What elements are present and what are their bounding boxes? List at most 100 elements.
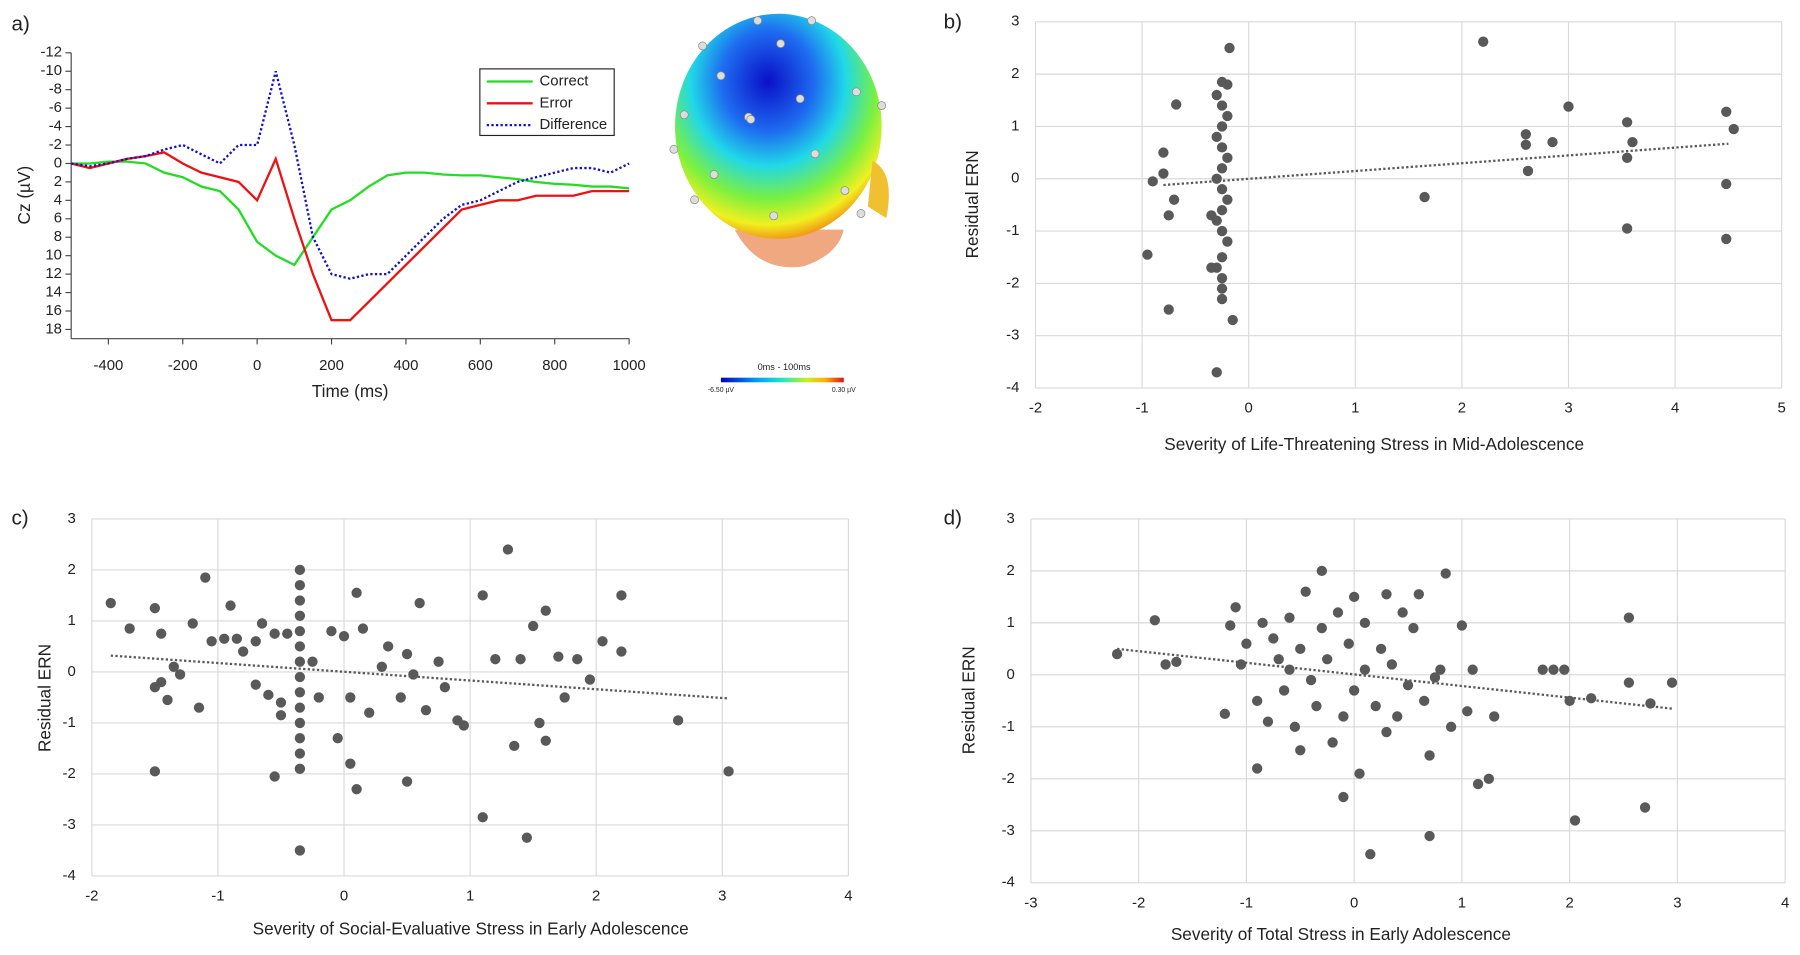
point [1252,763,1263,774]
point [1728,123,1739,135]
point [200,572,211,583]
point [156,628,167,639]
point [1413,589,1424,600]
series-line [71,160,630,267]
y-tick-label: 1 [1007,614,1015,631]
x-tick-label: 2 [1565,894,1573,911]
point [294,625,306,637]
point [1216,225,1228,237]
head-face [734,229,844,268]
point [1163,210,1174,221]
point [1354,768,1365,779]
point [1273,654,1284,665]
point [294,733,306,744]
point [723,766,734,777]
y-axis-title: Cz (µV) [14,166,34,225]
point [1216,283,1228,294]
y-tick-label: 12 [45,265,62,282]
x-axis-title: Severity of Life-Threatening Stress in M… [1164,434,1584,454]
series-line [71,71,630,280]
point [1563,101,1574,112]
point [1370,700,1381,712]
point [1392,711,1403,722]
y-tick-label: 0 [54,154,62,171]
point [1278,685,1290,696]
y-tick-label: 18 [45,320,62,337]
point [540,605,551,616]
y-tick-label: 0 [1011,170,1019,187]
point [1435,664,1446,675]
x-tick-label: 3 [1564,400,1572,417]
y-tick-label: -4 [49,118,62,135]
y-axis-title: Residual ERN [962,150,982,258]
point [1216,204,1228,216]
x-tick-label: 1 [1351,400,1359,417]
point [250,679,261,690]
point [1419,695,1430,707]
point [1489,711,1500,722]
x-tick-label: 3 [718,888,726,905]
point [1397,607,1408,618]
x-tick-label: -2 [1029,400,1042,417]
y-tick-label: 3 [1007,510,1015,527]
point [231,633,243,644]
legend-box [479,68,615,137]
point [326,625,337,637]
y-tick-label: -4 [1002,874,1015,891]
point [1216,100,1228,111]
panel: d) Severity of Total Stress in Early Adol… [944,506,1790,944]
point [1171,99,1182,110]
y-tick-label: -1 [1006,222,1019,239]
y-tick-label: 1 [1011,117,1019,134]
point [1222,194,1233,205]
head-map [669,13,889,268]
point [1216,252,1228,263]
point [1211,89,1222,101]
point [105,597,116,609]
x-tick-label: -400 [93,357,123,374]
x-axis-title: Severity of Total Stress in Early Adoles… [1171,924,1511,944]
point [1216,184,1228,195]
point [1547,136,1558,148]
trendline [110,654,729,700]
point [616,646,627,657]
point [401,776,413,787]
y-tick-label: -6 [49,99,62,116]
x-tick-label: 4 [1781,894,1789,911]
point [351,587,362,599]
point [1627,136,1638,148]
point [1160,659,1171,670]
point [225,600,236,611]
point [414,597,425,609]
y-tick-label: -2 [49,136,62,153]
point [1222,152,1233,163]
point [294,748,306,759]
point [1564,695,1575,707]
y-tick-label: -2 [1006,274,1019,291]
point [219,633,230,644]
point [1721,178,1732,190]
y-tick-label: -3 [1006,327,1019,344]
point [1216,272,1228,284]
colorbar-title: 0ms - 100ms [758,362,811,372]
point [1548,664,1559,675]
point [237,646,249,657]
x-tick-label: 400 [393,357,418,374]
legend-label: Error [540,94,573,111]
point [1559,664,1570,675]
point [1284,664,1295,675]
point [1262,716,1274,727]
point [521,832,533,843]
panel-label: a) [11,13,29,36]
point [1230,602,1241,613]
x-tick-label: 5 [1778,400,1786,417]
x-tick-label: 800 [542,357,567,374]
point [672,715,684,726]
point [1300,586,1311,597]
x-tick-label: 2 [1458,400,1466,417]
point [168,661,179,672]
point [477,812,488,823]
point [433,656,444,667]
point [559,692,570,703]
point [1537,664,1548,675]
